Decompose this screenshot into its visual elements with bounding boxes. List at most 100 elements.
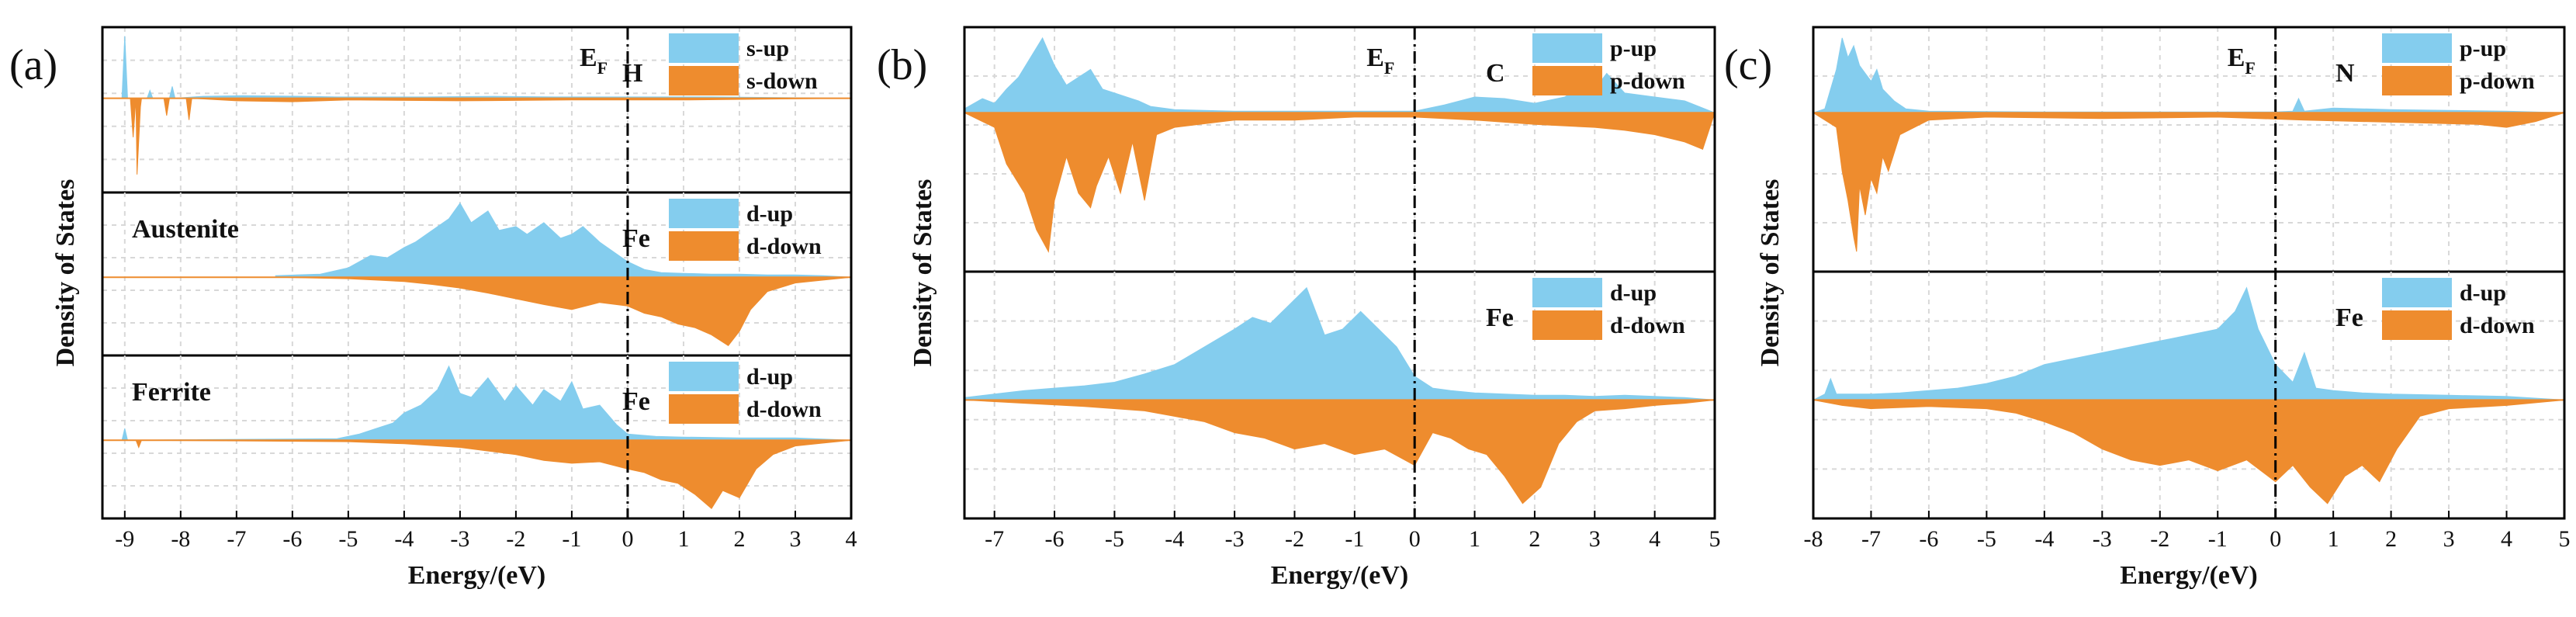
x-axis-label: Energy/(eV) bbox=[408, 561, 546, 590]
x-tick-label: 5 bbox=[2559, 526, 2571, 552]
x-tick-label: -6 bbox=[282, 526, 302, 552]
plot-frame bbox=[1812, 26, 2566, 520]
legend-swatch-up bbox=[1532, 33, 1602, 63]
legend-label-up: s-up bbox=[746, 36, 789, 61]
x-tick-label: -8 bbox=[1804, 526, 1823, 552]
x-tick-label: 2 bbox=[733, 526, 745, 552]
x-axis-label: Energy/(eV) bbox=[1271, 561, 1409, 590]
x-tick-label: 2 bbox=[2385, 526, 2397, 552]
x-tick-label: 0 bbox=[2270, 526, 2281, 552]
panel-a: s-up s-down Hd-up d-down Fe Austenite d-up d-do… bbox=[9, 26, 857, 590]
x-tick-label: -6 bbox=[1919, 526, 1938, 552]
dos-series-d-up bbox=[964, 286, 1716, 400]
x-tick-label: 1 bbox=[1469, 526, 1480, 552]
x-tick-label: -4 bbox=[394, 526, 414, 552]
legend-label-down: d-down bbox=[2460, 313, 2535, 338]
panel-c: p-up p-down Nd-up d-down Fe EF -8 -7 -6 -5 -4 -3 -2 -… bbox=[1724, 26, 2571, 590]
legend-swatch-down bbox=[2382, 66, 2452, 95]
legend-swatch-down bbox=[669, 394, 739, 424]
dos-series-d-up bbox=[1813, 286, 2565, 400]
x-tick-label: -4 bbox=[1165, 526, 1184, 552]
y-axis-label: Density of States bbox=[909, 179, 937, 367]
x-tick-label: 3 bbox=[789, 526, 801, 552]
subplot-austenite: d-up d-down Fe Austenite bbox=[102, 192, 852, 357]
legend-swatch-down bbox=[1532, 66, 1602, 95]
legend: d-up d-down bbox=[2382, 278, 2535, 340]
fermi-label: EF bbox=[580, 43, 608, 78]
legend-label-up: d-up bbox=[2460, 280, 2506, 306]
panel-label: (a) bbox=[9, 41, 57, 89]
x-tick-label: -1 bbox=[2208, 526, 2228, 552]
legend-label-up: d-up bbox=[746, 201, 793, 227]
x-tick-label: 3 bbox=[1589, 526, 1601, 552]
legend-label-down: p-down bbox=[1610, 68, 1685, 94]
x-tick-label: 1 bbox=[677, 526, 689, 552]
x-tick-label: -9 bbox=[115, 526, 134, 552]
legend-swatch-down bbox=[1532, 310, 1602, 340]
x-tick-label: -5 bbox=[1105, 526, 1124, 552]
dos-series-d-up bbox=[275, 202, 852, 278]
x-tick-label: -1 bbox=[562, 526, 581, 552]
panel-b: p-up p-down Cd-up d-down Fe EF -7 -6 -5 -4 -3 -2 -1 0… bbox=[877, 26, 1721, 590]
legend: d-up d-down bbox=[1532, 278, 1685, 340]
legend-label-down: s-down bbox=[746, 68, 818, 94]
x-tick-label: -4 bbox=[2034, 526, 2054, 552]
legend-swatch-up bbox=[2382, 33, 2452, 63]
fermi-label: EF bbox=[2228, 43, 2256, 78]
legend-label-down: p-down bbox=[2460, 68, 2535, 94]
dos-series-p-down bbox=[1812, 112, 2565, 252]
x-tick-label: 0 bbox=[621, 526, 633, 552]
legend-swatch-down bbox=[669, 231, 739, 261]
y-axis-label: Density of States bbox=[51, 179, 80, 367]
x-tick-label: -5 bbox=[1977, 526, 1996, 552]
subplot-ferrite: d-up d-down Fe Ferrite bbox=[102, 355, 852, 518]
plot-frame bbox=[963, 26, 1716, 520]
x-tick-label: -3 bbox=[1225, 526, 1245, 552]
legend-swatch-down bbox=[2382, 310, 2452, 340]
x-tick-label: 4 bbox=[2501, 526, 2512, 552]
legend: d-up d-down bbox=[669, 199, 822, 261]
legend: p-up p-down bbox=[2382, 33, 2535, 95]
panel-label: (c) bbox=[1724, 41, 1772, 89]
legend-swatch-up bbox=[669, 362, 739, 391]
legend: p-up p-down bbox=[1532, 33, 1685, 95]
species-label: Fe bbox=[622, 387, 650, 416]
species-label: N bbox=[2335, 59, 2355, 88]
dos-series-d-down bbox=[964, 399, 1716, 504]
dos-series-p-up bbox=[1813, 37, 2565, 113]
x-tick-label: 3 bbox=[2443, 526, 2455, 552]
subplot-n: p-up p-down N bbox=[1812, 27, 2565, 273]
species-label: Fe bbox=[2335, 303, 2363, 332]
subplot-fe: d-up d-down Fe bbox=[964, 272, 1716, 518]
y-axis-label: Density of States bbox=[1756, 179, 1785, 367]
legend-swatch-down bbox=[669, 66, 739, 95]
dos-series-d-down bbox=[102, 439, 852, 510]
x-tick-label: 4 bbox=[846, 526, 857, 552]
plot-frame bbox=[101, 26, 853, 520]
x-tick-label: -2 bbox=[2150, 526, 2169, 552]
species-label: C bbox=[1486, 59, 1505, 88]
legend-label-down: d-down bbox=[746, 234, 822, 259]
x-tick-label: -5 bbox=[338, 526, 358, 552]
phase-label: Austenite bbox=[132, 215, 239, 244]
x-tick-label: -3 bbox=[2093, 526, 2112, 552]
x-tick-label: 0 bbox=[1409, 526, 1421, 552]
legend-label-down: d-down bbox=[1610, 313, 1685, 338]
x-tick-label: 1 bbox=[2328, 526, 2339, 552]
legend-label-up: d-up bbox=[1610, 280, 1657, 306]
x-tick-label: -1 bbox=[1345, 526, 1364, 552]
x-tick-label: -3 bbox=[450, 526, 469, 552]
subplot-fe: d-up d-down Fe bbox=[1813, 272, 2565, 518]
subplot-c: p-up p-down C bbox=[964, 27, 1716, 273]
fermi-label: EF bbox=[1366, 43, 1394, 78]
legend-swatch-up bbox=[669, 199, 739, 228]
dos-series-d-down bbox=[275, 276, 852, 346]
legend-label-down: d-down bbox=[746, 397, 822, 422]
species-label: Fe bbox=[1486, 303, 1514, 332]
x-tick-label: -6 bbox=[1045, 526, 1065, 552]
dos-series-d-up bbox=[102, 365, 852, 441]
dos-series-s-down bbox=[102, 98, 852, 175]
x-tick-label: -7 bbox=[1861, 526, 1881, 552]
legend-swatch-up bbox=[669, 33, 739, 63]
